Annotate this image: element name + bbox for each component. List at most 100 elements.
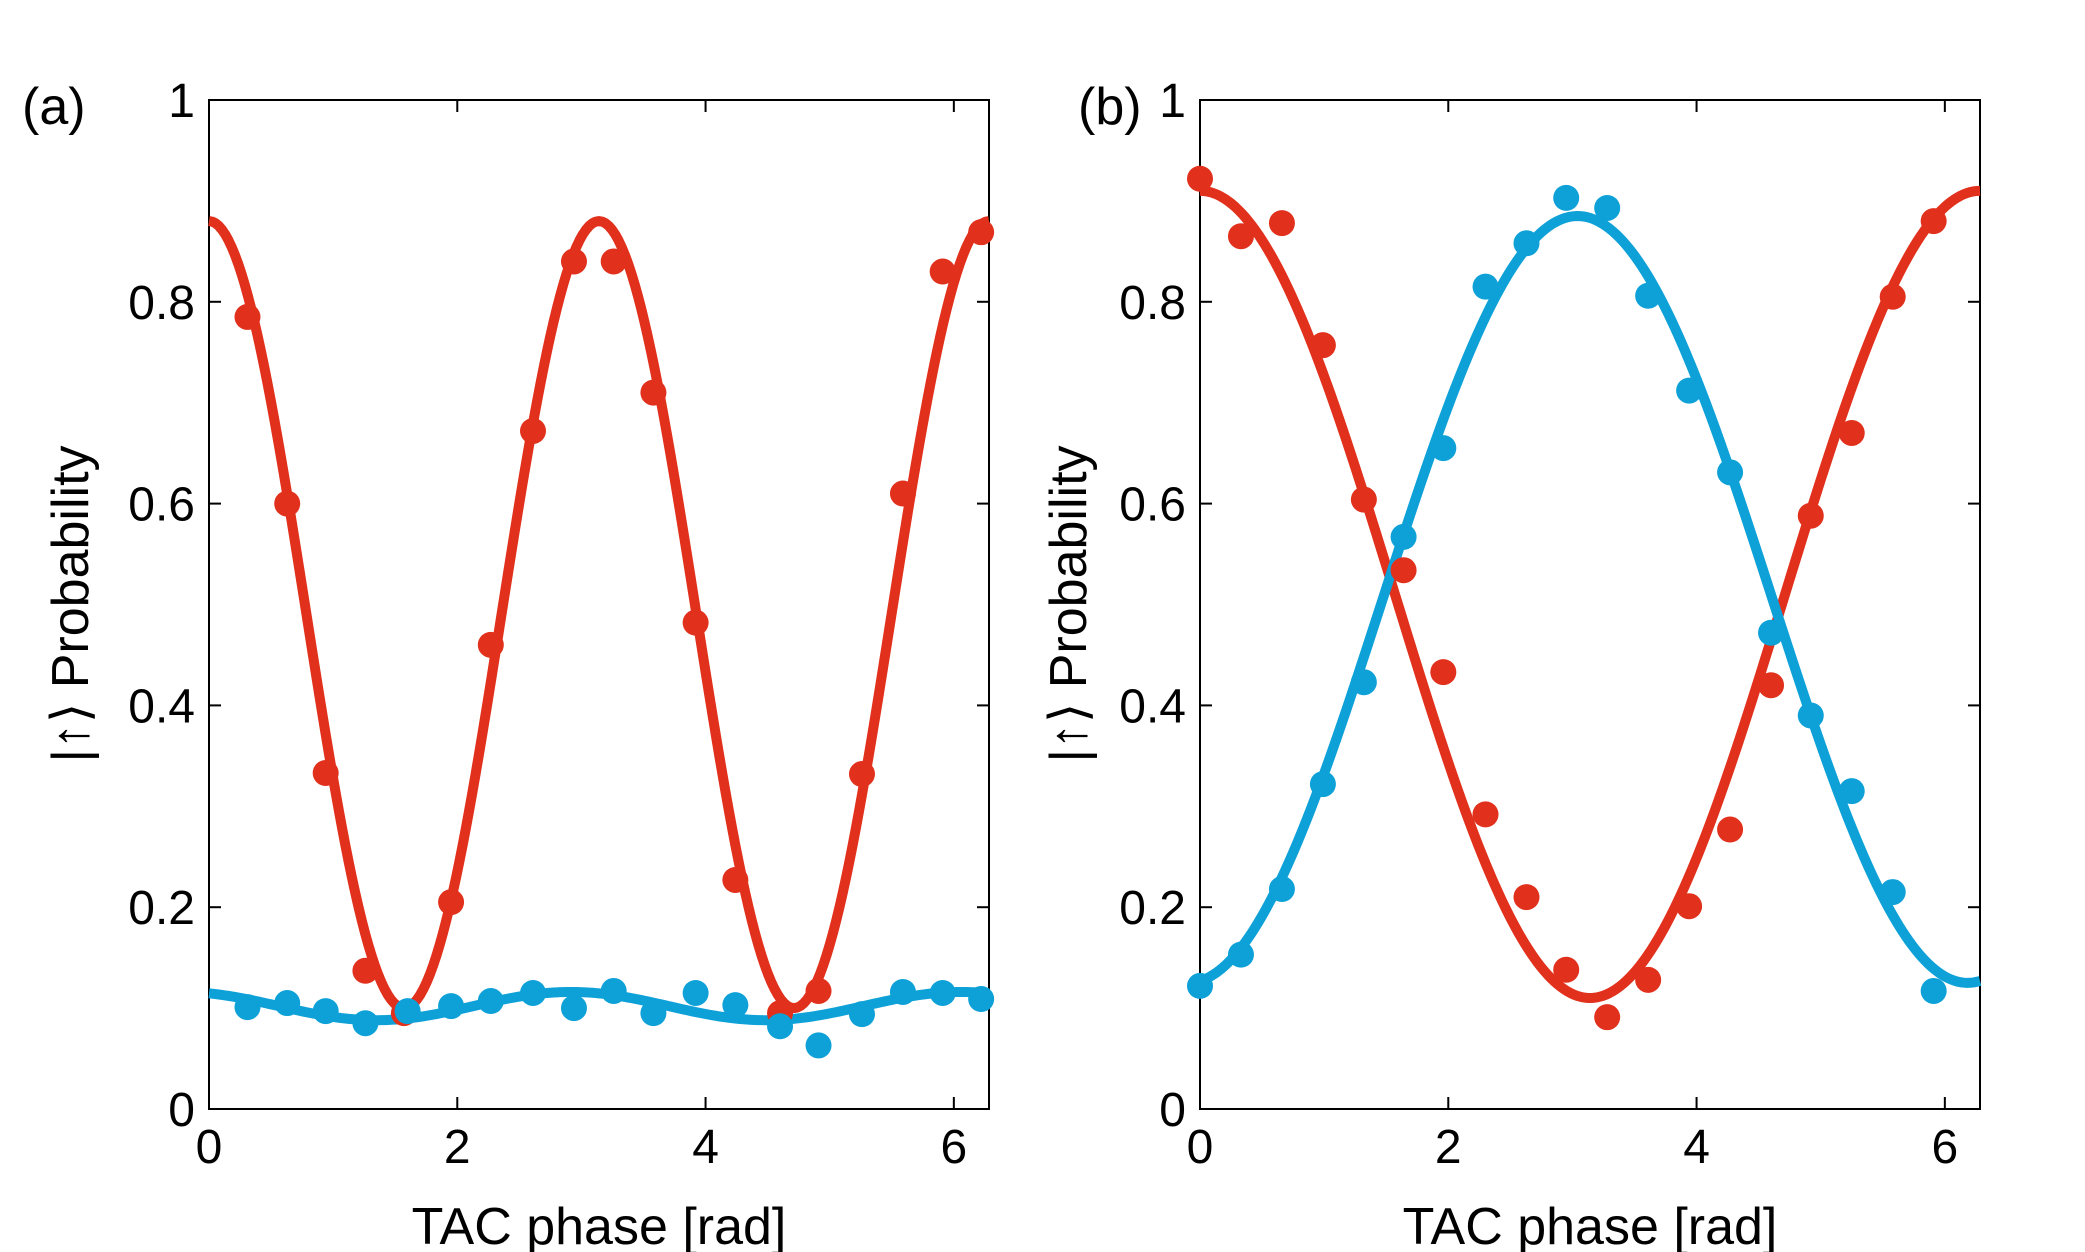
panel-b-x-tick-label-2: 4 bbox=[1683, 1121, 1710, 1174]
panel-b-y-tick-label-5: 1 bbox=[1159, 75, 1186, 128]
panel-b-blue-point-4 bbox=[1350, 669, 1377, 696]
panel-b-blue-point-8 bbox=[1513, 230, 1540, 257]
panel-b-blue-point-11 bbox=[1635, 282, 1662, 309]
panel-b-x-axis-label: TAC phase [rad] bbox=[1403, 1198, 1778, 1252]
panel-b: (b) 0 2 4 6 0 0.2 0.4 0.6 0.8 1 TAC phase [rad] |… bbox=[1040, 75, 1982, 1252]
panel-a-red-point-0 bbox=[234, 303, 261, 330]
panel-a-x-tick-label-2: 4 bbox=[692, 1121, 719, 1174]
panel-b-plot-area bbox=[1199, 99, 1981, 1110]
panel-a-blue-point-18 bbox=[968, 986, 995, 1013]
panel-b-blue-fit-line bbox=[1198, 211, 1982, 988]
panel-b-ticks: 0 2 4 6 0 0.2 0.4 0.6 0.8 1 bbox=[1119, 75, 1980, 1174]
panel-b-blue-point-9 bbox=[1553, 184, 1580, 211]
panel-b-data-points bbox=[1187, 165, 1947, 1031]
panel-b-red-point-15 bbox=[1797, 502, 1824, 529]
panel-a-y-axis-label: |↑⟩ Probability bbox=[42, 445, 100, 762]
panel-a-blue-point-6 bbox=[477, 988, 504, 1015]
panel-b-blue-point-10 bbox=[1594, 194, 1621, 221]
panel-a-blue-point-15 bbox=[848, 1001, 875, 1028]
panel-b-blue-point-16 bbox=[1838, 778, 1865, 805]
panel-a-red-point-5 bbox=[438, 889, 465, 916]
panel-a-blue-point-4 bbox=[394, 998, 421, 1025]
panel-b-red-point-7 bbox=[1472, 801, 1499, 828]
panel-a-red-point-14 bbox=[805, 977, 832, 1004]
panel-a-x-tick-label-3: 6 bbox=[940, 1121, 967, 1174]
panel-b-blue-point-6 bbox=[1430, 435, 1457, 462]
panel-b-label: (b) bbox=[1078, 78, 1142, 136]
panel-b-blue-point-17 bbox=[1879, 879, 1906, 906]
panel-a-blue-point-7 bbox=[520, 979, 547, 1006]
panel-b-blue-point-12 bbox=[1676, 377, 1703, 404]
panel-b-red-point-16 bbox=[1838, 419, 1865, 446]
panel-a-blue-point-3 bbox=[352, 1010, 379, 1037]
panel-a-blue-point-13 bbox=[767, 1013, 794, 1040]
panel-a-y-tick-label-5: 1 bbox=[168, 75, 195, 128]
panel-b-blue-point-3 bbox=[1309, 771, 1336, 798]
panel-b-red-point-3 bbox=[1309, 332, 1336, 359]
panel-a: (a) 0 2 4 6 0 0.2 0.4 0.6 0.8 1 TAC phase [rad] |… bbox=[22, 75, 995, 1252]
panel-a-red-point-6 bbox=[477, 631, 504, 658]
panel-b-x-tick-label-0: 0 bbox=[1187, 1121, 1214, 1174]
panel-a-blue-point-9 bbox=[600, 977, 627, 1004]
panel-b-blue-point-7 bbox=[1472, 273, 1499, 300]
panel-a-red-point-11 bbox=[682, 609, 709, 636]
panel-a-y-tick-label-0: 0 bbox=[168, 1084, 195, 1137]
panel-a-label: (a) bbox=[22, 78, 86, 136]
panel-a-blue-point-5 bbox=[438, 993, 465, 1020]
panel-b-y-tick-label-4: 0.8 bbox=[1119, 277, 1186, 330]
panel-b-red-point-1 bbox=[1227, 223, 1254, 250]
panel-b-blue-point-18 bbox=[1920, 977, 1947, 1004]
panel-a-red-point-9 bbox=[600, 248, 627, 275]
panel-b-red-point-6 bbox=[1430, 659, 1457, 686]
panel-b-blue-point-2 bbox=[1268, 876, 1295, 903]
panel-a-y-tick-label-4: 0.8 bbox=[128, 277, 195, 330]
panel-b-red-fit-line bbox=[1198, 185, 1982, 1004]
panel-a-blue-point-14 bbox=[805, 1032, 832, 1059]
panel-a-blue-point-16 bbox=[889, 978, 916, 1005]
panel-b-blue-point-1 bbox=[1227, 941, 1254, 968]
panel-b-red-point-18 bbox=[1920, 208, 1947, 235]
panel-b-y-tick-label-1: 0.2 bbox=[1119, 882, 1186, 935]
panel-b-red-point-9 bbox=[1553, 956, 1580, 983]
panel-b-red-point-8 bbox=[1513, 884, 1540, 911]
panel-a-red-point-1 bbox=[274, 490, 301, 517]
panel-a-blue-point-2 bbox=[312, 998, 339, 1025]
panel-b-blue-point-14 bbox=[1758, 619, 1785, 646]
panel-a-red-point-8 bbox=[560, 248, 587, 275]
panel-a-y-tick-label-2: 0.4 bbox=[128, 680, 195, 733]
panel-b-y-tick-label-2: 0.4 bbox=[1119, 680, 1186, 733]
panel-a-x-tick-label-0: 0 bbox=[196, 1121, 223, 1174]
panel-a-ticks: 0 2 4 6 0 0.2 0.4 0.6 0.8 1 bbox=[128, 75, 989, 1174]
panel-a-blue-point-12 bbox=[722, 992, 749, 1019]
panel-b-red-point-17 bbox=[1879, 283, 1906, 310]
panel-b-red-point-4 bbox=[1350, 486, 1377, 513]
panel-a-data-points bbox=[234, 219, 995, 1059]
panel-b-red-point-5 bbox=[1390, 557, 1417, 584]
panel-b-blue-point-13 bbox=[1717, 459, 1744, 486]
panel-a-red-point-7 bbox=[520, 417, 547, 444]
panel-b-blue-point-0 bbox=[1187, 972, 1213, 999]
panel-b-red-point-13 bbox=[1717, 816, 1744, 843]
panel-a-blue-point-10 bbox=[640, 1000, 667, 1027]
panel-a-x-tick-label-1: 2 bbox=[444, 1121, 471, 1174]
panel-a-red-fit-line bbox=[207, 216, 991, 1014]
panel-a-plot-area bbox=[208, 99, 990, 1110]
panel-b-blue-point-15 bbox=[1797, 702, 1824, 729]
panel-a-red-point-10 bbox=[640, 379, 667, 406]
panel-a-red-point-15 bbox=[848, 761, 875, 788]
panel-b-red-point-2 bbox=[1268, 210, 1295, 237]
panel-a-blue-point-11 bbox=[682, 979, 709, 1006]
panel-b-red-point-11 bbox=[1635, 966, 1662, 993]
panel-a-red-point-3 bbox=[352, 957, 379, 984]
panel-b-red-point-0 bbox=[1187, 165, 1213, 192]
panel-a-x-axis-label: TAC phase [rad] bbox=[412, 1198, 787, 1252]
panel-a-y-tick-label-3: 0.6 bbox=[128, 479, 195, 532]
panel-b-y-tick-label-0: 0 bbox=[1159, 1084, 1186, 1137]
panel-a-red-point-12 bbox=[722, 866, 749, 893]
panel-a-red-point-2 bbox=[312, 760, 339, 787]
panel-b-y-axis-label: |↑⟩ Probability bbox=[1040, 445, 1098, 762]
panel-b-red-point-10 bbox=[1594, 1004, 1621, 1031]
panel-b-red-point-12 bbox=[1676, 893, 1703, 920]
